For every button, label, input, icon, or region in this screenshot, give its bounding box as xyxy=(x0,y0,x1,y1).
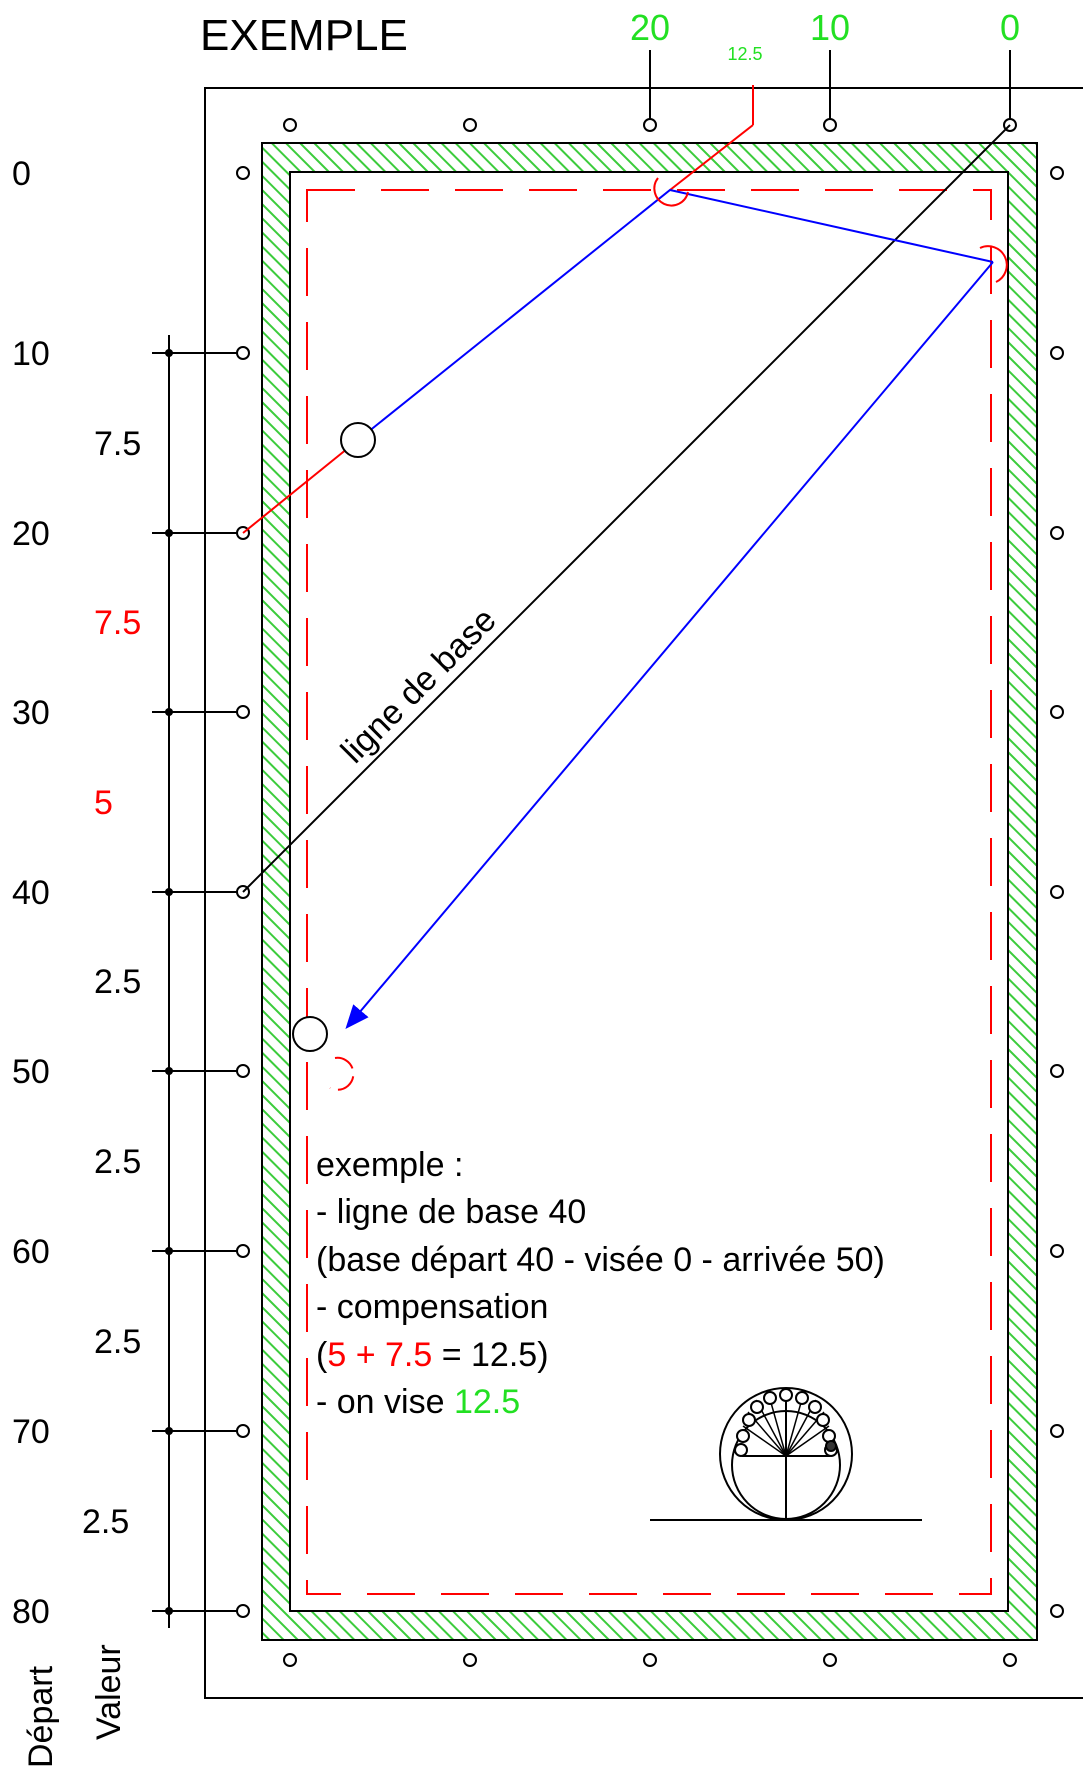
note-result: = 12.5) xyxy=(432,1336,548,1374)
bottom-diamonds xyxy=(283,1653,1017,1667)
valeur-value: 7.5 xyxy=(94,425,141,463)
valeur-value: 7.5 xyxy=(94,604,141,642)
top-label-10: 10 xyxy=(810,7,850,48)
baseline-line xyxy=(242,124,1011,893)
diamond xyxy=(1050,1244,1064,1258)
diamond xyxy=(236,1244,250,1258)
diamond xyxy=(1050,1424,1064,1438)
depart-value: 60 xyxy=(12,1233,50,1271)
diamond xyxy=(283,118,297,132)
depart-header: Départ xyxy=(22,1665,60,1768)
note-line-6: - on vise 12.5 xyxy=(316,1383,520,1421)
diamond xyxy=(1050,346,1064,360)
diamond xyxy=(1003,1653,1017,1667)
contact-marker-bottom xyxy=(329,1056,355,1091)
depart-value: 10 xyxy=(12,335,50,373)
valeur-value: 5 xyxy=(94,784,113,822)
diamond xyxy=(463,1653,477,1667)
note-plus: + xyxy=(346,1336,385,1374)
depart-value: 20 xyxy=(12,515,50,553)
diamond xyxy=(1050,885,1064,899)
left-scale-dots xyxy=(165,349,173,1615)
note-value-7-5: 7.5 xyxy=(385,1336,432,1374)
diamond xyxy=(823,1653,837,1667)
diamond xyxy=(643,118,657,132)
top-label-0: 0 xyxy=(1000,7,1020,48)
contact-marker-top xyxy=(653,177,689,207)
note-line-5: (5 + 7.5 = 12.5) xyxy=(316,1336,549,1374)
diamond xyxy=(1050,1604,1064,1618)
diamond xyxy=(236,1424,250,1438)
depart-value: 50 xyxy=(12,1053,50,1091)
diamond xyxy=(283,1653,297,1667)
diamond xyxy=(1050,705,1064,719)
note-paren: ( xyxy=(316,1336,328,1374)
diamond xyxy=(643,1653,657,1667)
note-line-3: (base départ 40 - visée 0 - arrivée 50) xyxy=(316,1241,885,1279)
page-title: EXEMPLE xyxy=(200,11,408,60)
valeur-value: 2.5 xyxy=(94,1323,141,1361)
valeur-value: 2.5 xyxy=(94,963,141,1001)
cue-ball-start xyxy=(340,422,376,458)
note-aim-prefix: - on vise xyxy=(316,1383,454,1421)
top-diamonds xyxy=(283,118,1017,132)
valeur-value: 2.5 xyxy=(82,1503,129,1541)
depart-values: 0 10 20 30 40 50 60 70 80 xyxy=(12,155,50,1631)
playing-surface xyxy=(289,171,1009,1612)
diamond xyxy=(236,1604,250,1618)
diamond xyxy=(1050,166,1064,180)
diamond xyxy=(236,346,250,360)
depart-value: 80 xyxy=(12,1593,50,1631)
diamond xyxy=(236,1064,250,1078)
note-line-4: - compensation xyxy=(316,1288,548,1326)
note-value-5: 5 xyxy=(327,1336,346,1374)
valeur-value: 2.5 xyxy=(94,1143,141,1181)
diamond xyxy=(236,705,250,719)
top-scale-leaders xyxy=(649,50,1011,119)
ball-arrival xyxy=(292,1016,328,1052)
ball-path-arrow xyxy=(345,261,994,1030)
diamond xyxy=(463,118,477,132)
diamond xyxy=(1050,526,1064,540)
depart-value: 40 xyxy=(12,874,50,912)
contact-marker-right xyxy=(979,245,1008,283)
diamond xyxy=(1050,1064,1064,1078)
diamond xyxy=(236,166,250,180)
aim-line-red-left xyxy=(242,439,359,534)
note-line-1: exemple : xyxy=(316,1146,463,1184)
depart-value: 70 xyxy=(12,1413,50,1451)
ball-path-blue xyxy=(357,188,994,441)
depart-value: 0 xyxy=(12,155,31,193)
inner-dashed-rectangle xyxy=(306,189,992,1595)
right-diamonds xyxy=(1050,166,1064,1618)
valeur-header: Valeur xyxy=(90,1644,128,1740)
diamond xyxy=(823,118,837,132)
top-label-20: 20 xyxy=(630,7,670,48)
aim-label: 12.5 xyxy=(727,44,762,64)
left-scale-axis xyxy=(152,335,237,1628)
note-aim-value: 12.5 xyxy=(454,1383,520,1421)
note-line-2: - ligne de base 40 xyxy=(316,1193,586,1231)
depart-value: 30 xyxy=(12,694,50,732)
aim-line-red-top xyxy=(669,124,754,191)
club-logo xyxy=(650,1387,922,1521)
